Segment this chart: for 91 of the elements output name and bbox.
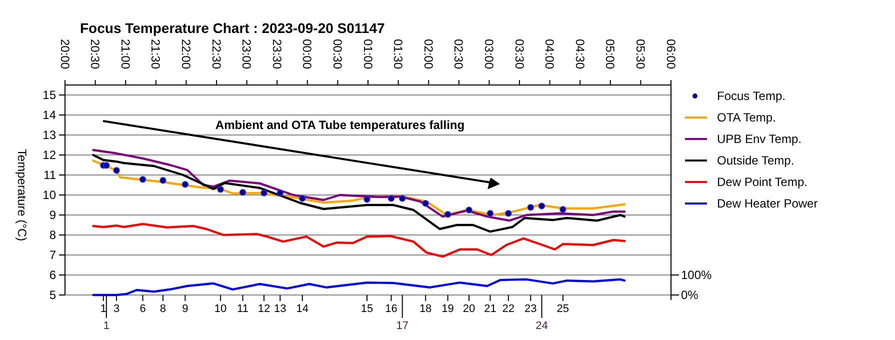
point (422, 200, 429, 207)
y-tick-label: 6 (49, 268, 56, 282)
text: 17 (396, 320, 408, 332)
text: 6 (140, 303, 146, 315)
legend-label: OTA Temp. (717, 110, 776, 124)
legend-label: Dew Point Temp. (717, 175, 808, 189)
point (527, 204, 534, 211)
x-tick-label: 02:30 (452, 39, 466, 70)
text: 3 (113, 303, 120, 315)
x-tick-label: 23:00 (240, 39, 254, 70)
x-tick-label: 22:00 (179, 39, 193, 70)
text: 1 (100, 303, 106, 315)
x-tick-label: 06:00 (664, 39, 678, 70)
point (113, 167, 120, 174)
text: 24 (536, 320, 548, 332)
text: 25 (556, 303, 570, 315)
y-tick-label: 5 (49, 288, 56, 302)
y-tick-label: 13 (42, 128, 56, 142)
text: 8 (160, 303, 166, 315)
point (364, 196, 370, 203)
point (160, 177, 166, 184)
point (398, 195, 406, 202)
y-tick-label: 9 (49, 208, 56, 222)
point (466, 206, 472, 214)
x-tick-label: 04:00 (542, 39, 557, 70)
point (388, 195, 395, 202)
x-tick-label: 03:00 (482, 39, 496, 70)
legend-label: Focus Temp. (717, 89, 786, 103)
point (139, 176, 146, 183)
text: 9 (182, 303, 188, 315)
text: 13 (274, 303, 286, 315)
y2-tick-label: 100% (681, 268, 712, 282)
x-tick-label: 21:00 (118, 39, 132, 70)
point (103, 162, 110, 169)
text: 12 (258, 303, 270, 315)
x-tick-label: 01:30 (391, 39, 406, 70)
point (298, 195, 306, 202)
text: 11 (237, 303, 248, 315)
text: 1 (103, 320, 110, 332)
point (538, 202, 546, 210)
legend-label: Outside Temp. (717, 154, 794, 168)
line-series (92, 154, 626, 233)
legend-label: UPB Env Temp. (717, 132, 802, 146)
line-series (92, 278, 626, 296)
x-tick-label: 03:30 (512, 39, 526, 70)
legend-label: Dew Heater Power (717, 196, 818, 210)
text: 15 (360, 303, 374, 315)
x-tick-label: 00:00 (300, 39, 314, 70)
text: 16 (385, 303, 398, 315)
line-series (92, 160, 626, 216)
y-tick-label: 12 (42, 148, 56, 162)
x-tick-label: 22:30 (209, 39, 224, 70)
x-tick-label: 04:30 (572, 39, 587, 70)
y-axis-title: Temperature (°C) (15, 148, 29, 242)
text: 14 (296, 303, 308, 315)
x-tick-label: 20:30 (88, 39, 102, 70)
x-tick-label: 23:30 (270, 39, 284, 70)
text: 22 (502, 303, 515, 315)
y-tick-label: 8 (49, 228, 56, 242)
x-tick-label: 02:00 (421, 39, 436, 70)
point (444, 211, 452, 218)
y-tick-label: 15 (42, 88, 56, 102)
x-tick-label: 05:00 (603, 39, 618, 70)
x-tick-label: 21:30 (148, 39, 163, 70)
line-series (92, 222, 626, 258)
y-tick-label: 14 (42, 108, 56, 122)
annotation: Ambient and OTA Tube temperatures falling (215, 118, 465, 132)
point (217, 186, 224, 193)
x-tick-label: 05:30 (634, 39, 648, 70)
line-series (92, 148, 626, 222)
text: 20 (462, 303, 476, 315)
x-tick-label: 20:00 (58, 39, 72, 70)
y2-tick-label: 0% (681, 288, 699, 302)
x-tick-label: 01:00 (360, 39, 375, 70)
y-tick-label: 11 (44, 168, 56, 182)
text: 18 (419, 303, 432, 315)
text: 23 (524, 303, 537, 315)
point (239, 189, 246, 196)
y-tick-label: 10 (42, 188, 56, 202)
chart-title: Focus Temperature Chart : 2023-09-20 S01147 (80, 20, 385, 36)
text: 19 (442, 303, 454, 315)
point (182, 181, 189, 188)
x-tick-label: 00:30 (330, 39, 344, 70)
point (486, 210, 494, 217)
text: 10 (214, 303, 227, 315)
point (560, 206, 566, 213)
point (260, 190, 268, 196)
text: 21 (484, 303, 496, 315)
y-tick-label: 7 (49, 248, 56, 262)
point (505, 210, 512, 217)
point (276, 190, 284, 196)
